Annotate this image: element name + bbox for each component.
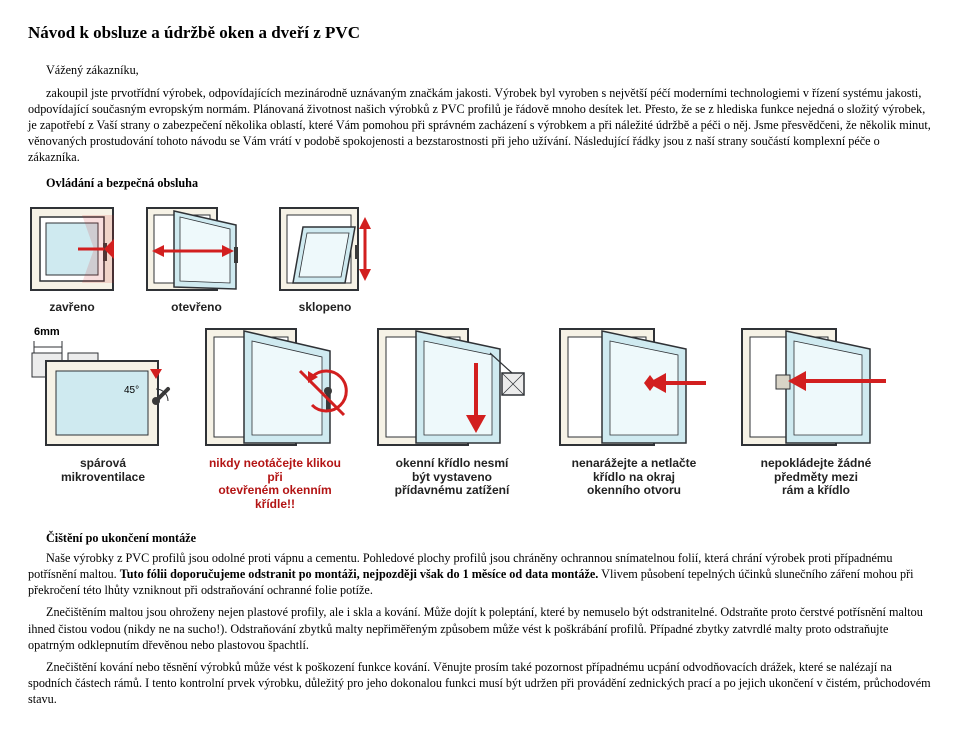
cleaning-para-3: Znečištění kování nebo těsnění výrobků m… [28, 659, 932, 707]
figure-no-rotate-label: nikdy neotáčejte klikou při otevřeném ok… [200, 457, 350, 512]
cleaning-para-1: Naše výrobky z PVC profilů jsou odolné p… [28, 550, 932, 598]
figure-no-load: okenní křídlo nesmí být vystaveno přídav… [372, 323, 532, 498]
salutation: Vážený zákazníku, [28, 62, 932, 78]
cleaning-para-2: Znečištěním maltou jsou ohroženy nejen p… [28, 604, 932, 652]
figure-row-1: zavřeno otevřeno [28, 205, 932, 315]
figure-block: zavřeno otevřeno [28, 205, 932, 512]
angle-label: 45° [124, 385, 139, 396]
figure-open: otevřeno [144, 205, 249, 315]
sixmm-label: 6mm [34, 326, 60, 338]
figure-tilt-label: sklopeno [299, 301, 352, 315]
cleaning-heading: Čištění po ukončení montáže [28, 530, 932, 546]
figure-closed-label: zavřeno [49, 301, 94, 315]
figure-no-rotate: nikdy neotáčejte klikou při otevřeném ok… [200, 323, 350, 512]
cleaning-text-b: Tuto fólii doporučujeme odstranit po mon… [120, 567, 599, 581]
figure-microvent-label: spárová mikroventilace [61, 457, 145, 485]
intro-paragraph: zakoupil jste prvotřídní výrobek, odpoví… [28, 85, 932, 165]
operation-heading: Ovládání a bezpečná obsluha [28, 175, 932, 191]
figure-no-slam-label: nenarážejte a netlačte křídlo na okraj o… [559, 457, 709, 498]
figure-microvent: 6mm 45° spárová mikroventil [28, 323, 178, 485]
figure-no-load-label: okenní křídlo nesmí být vystaveno přídav… [377, 457, 527, 498]
page-title: Návod k obsluze a údržbě oken a dveří z … [28, 22, 932, 44]
figure-tilt: sklopeno [277, 205, 373, 315]
figure-open-label: otevřeno [171, 301, 222, 315]
figure-closed: zavřeno [28, 205, 116, 315]
figure-no-objects: nepokládejte žádné předměty mezi rám a k… [736, 323, 896, 498]
figure-row-2: 6mm 45° spárová mikroventil [28, 323, 932, 512]
figure-no-slam: nenarážejte a netlačte křídlo na okraj o… [554, 323, 714, 498]
figure-no-objects-label: nepokládejte žádné předměty mezi rám a k… [741, 457, 891, 498]
